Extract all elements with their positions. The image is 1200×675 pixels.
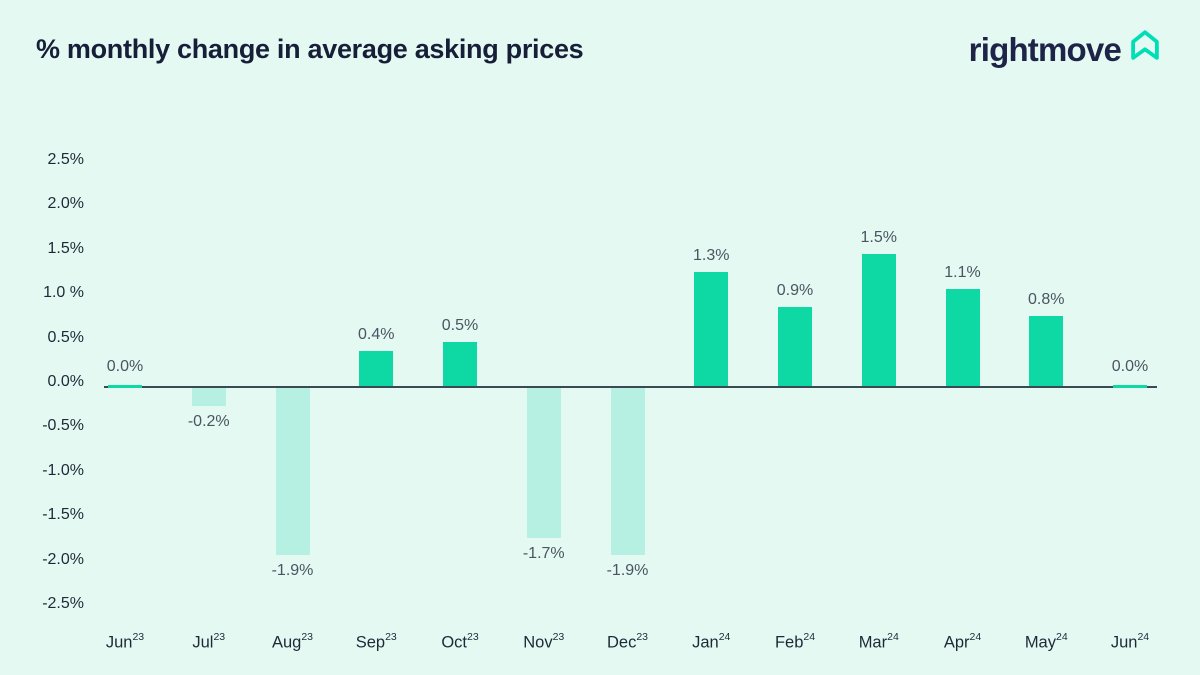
bar-jul23 [191,388,226,406]
y-tick-label: 0.0% [47,373,84,390]
x-tick-label-jul23: Jul23 [192,631,226,652]
bar-value-label: 0.5% [441,317,479,334]
x-tick-label-sep23: Sep23 [355,631,397,652]
y-tick-label: 2.5% [47,151,84,168]
x-tick-label-aug23: Aug23 [271,631,314,652]
bar-value-label: -1.9% [271,562,314,580]
bar-sep23 [359,350,394,386]
x-axis-line [104,386,1157,388]
x-tick-label-oct23: Oct23 [441,631,479,652]
x-tick-label-jun23: Jun23 [105,631,145,652]
bar-value-label: 0.9% [776,281,814,299]
x-tick-label-mar24: Mar24 [858,631,899,652]
bar-value-label: 0.0% [1111,358,1149,375]
y-tick-label: -2.5% [42,595,84,612]
y-tick-label: -1.0% [42,461,84,479]
x-tick-label-may24: May24 [1024,631,1068,652]
bar-value-label: -0.2% [187,412,230,430]
bar-value-label: 1.3% [693,246,730,264]
bar-value-label: 0.4% [358,325,395,343]
bar-value-label: -1.9% [606,562,649,580]
bar-nov23 [526,388,561,538]
bar-jun24 [1113,385,1147,388]
bar-value-label: 1.1% [944,264,981,282]
y-tick-label: -0.5% [42,417,84,435]
bar-may24 [1029,315,1064,386]
y-tick-label: -2.0% [42,550,84,568]
header: % monthly change in average asking price… [0,0,1200,80]
bar-jun23 [108,385,142,388]
bar-value-label: 0.0% [106,358,144,375]
bar-aug23 [275,388,310,556]
bar-oct23 [443,342,477,386]
bar-mar24 [861,254,896,386]
x-tick-label-jan24: Jan24 [692,631,731,652]
x-tick-label-dec23: Dec23 [606,631,649,652]
y-tick-label: 1.0 % [43,284,84,302]
x-tick-label-jun24: Jun24 [1110,631,1150,652]
bar-value-label: 0.8% [1028,290,1065,308]
y-tick-label: -1.5% [42,506,84,524]
rightmove-wordmark: rightmove [968,30,1122,68]
rightmove-house-icon [1131,30,1159,60]
bar-jan24 [694,271,729,386]
rightmove-logo: rightmove [968,30,1164,68]
x-tick-label-nov23: Nov23 [523,631,565,652]
y-tick-label: 2.0% [47,195,84,213]
x-tick-label-feb24: Feb24 [774,631,816,652]
bar-value-label: 1.5% [860,229,897,246]
bar-feb24 [778,306,812,386]
bar-value-label: -1.7% [522,544,565,562]
x-tick-label-apr24: Apr24 [943,631,982,652]
y-tick-label: 1.5% [47,239,84,257]
bar-apr24 [945,289,980,386]
page-title: % monthly change in average asking price… [36,33,584,64]
bar-dec23 [610,388,645,556]
y-tick-label: 0.5% [47,328,84,346]
